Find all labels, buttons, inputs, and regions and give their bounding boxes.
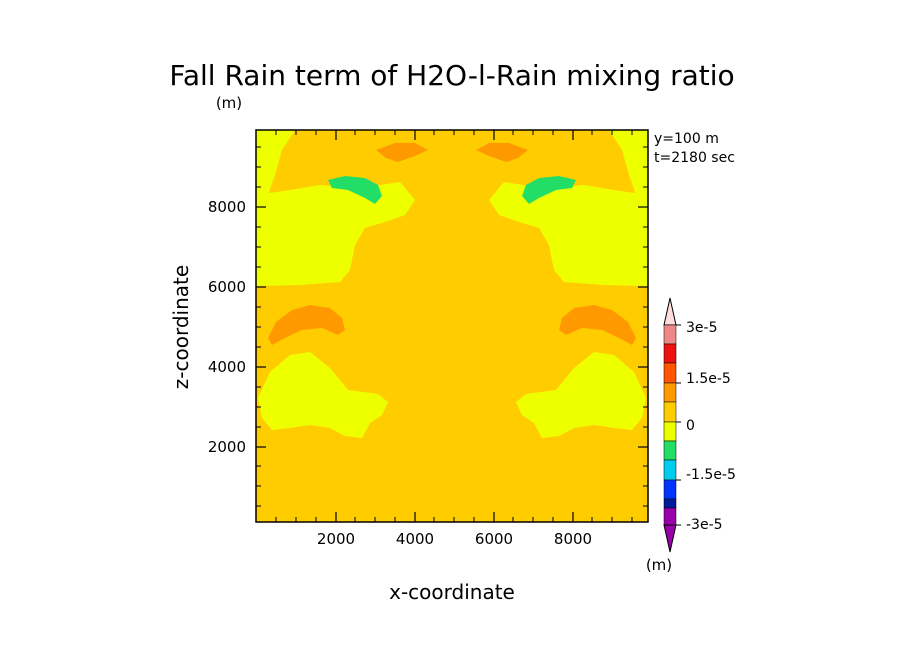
contour-orange-mid-left <box>268 305 345 345</box>
colorbar-units: (m) <box>646 556 672 574</box>
info-t: t=2180 sec <box>654 150 735 166</box>
colorbar-label: -1.5e-5 <box>686 467 736 483</box>
x-tick-label: 8000 <box>554 530 592 548</box>
plot-area <box>255 129 649 523</box>
colorbar-segment <box>663 479 677 500</box>
x-tick-label: 2000 <box>317 530 355 548</box>
contour-orange-mid-right <box>559 305 636 345</box>
contour-yellow-corner-right <box>609 130 648 200</box>
contour-green-left <box>328 176 382 204</box>
colorbar-segment <box>663 507 677 526</box>
y-tick-label: 4000 <box>208 358 246 376</box>
x-tick-label: 6000 <box>475 530 513 548</box>
info-y: y=100 m <box>654 131 719 147</box>
colorbar-label: 0 <box>686 418 695 434</box>
contour-orange-top-right <box>476 143 528 162</box>
chart-title: Fall Rain term of H2O-l-Rain mixing rati… <box>169 59 734 92</box>
y-axis-label: z-coordinate <box>169 265 193 389</box>
contour-yellow-upper-left <box>256 182 415 286</box>
colorbar-segment <box>663 459 677 481</box>
minor-ticks <box>256 130 648 522</box>
colorbar: 3e-5 1.5e-5 0 -1.5e-5 -3e-5 (m) <box>646 297 736 574</box>
colorbar-segment <box>663 440 677 461</box>
contour-orange-top-left <box>376 143 428 162</box>
colorbar-label: 3e-5 <box>686 320 717 336</box>
colorbar-label: 1.5e-5 <box>686 371 731 387</box>
colorbar-label: -3e-5 <box>686 517 723 533</box>
colorbar-segment <box>663 498 677 509</box>
colorbar-segment <box>663 421 677 442</box>
x-tick-label: 4000 <box>396 530 434 548</box>
y-tick-label: 6000 <box>208 278 246 296</box>
colorbar-bottom-arrow <box>663 524 677 553</box>
title-units: (m) <box>216 94 242 112</box>
colorbar-segment <box>663 343 677 364</box>
contour-yellow-lower-left <box>258 352 388 438</box>
colorbar-segment <box>663 324 677 345</box>
plot-frame <box>255 129 649 523</box>
contour-green-right <box>522 176 576 204</box>
colorbar-segment <box>663 401 677 423</box>
colorbar-segment <box>663 382 677 403</box>
contour-yellow-upper-right <box>489 182 648 286</box>
contour-yellow-lower-right <box>516 352 646 438</box>
y-tick-label: 2000 <box>208 438 246 456</box>
y-tick-label: 8000 <box>208 198 246 216</box>
major-ticks <box>256 130 648 522</box>
colorbar-top-arrow <box>663 297 677 326</box>
colorbar-segment <box>663 362 677 384</box>
contour-yellow-corner-left <box>256 130 295 200</box>
x-axis-label: x-coordinate <box>389 580 515 604</box>
